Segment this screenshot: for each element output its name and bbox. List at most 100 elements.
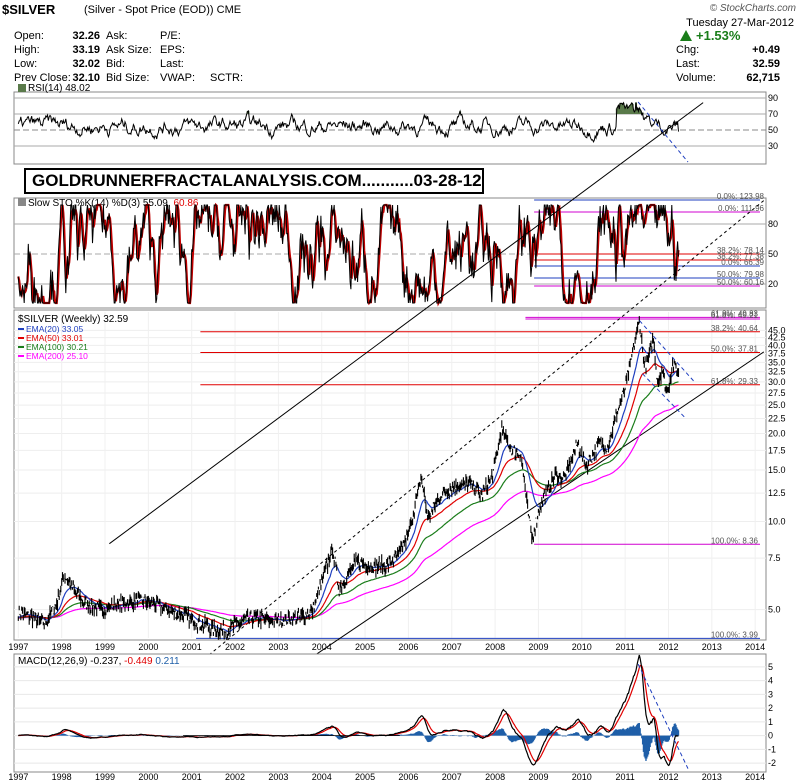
bid-size-label: Bid Size: xyxy=(106,72,150,84)
price-tick-label: 15.0 xyxy=(768,465,786,475)
year-tick-label: 2009 xyxy=(528,642,548,652)
stochastic-fib-levels: 0.0%: 123.98 0.0%: 111.96 38.2%: 78.1438.2… xyxy=(534,192,765,287)
stochastic-tick-label: 20 xyxy=(768,279,778,289)
price-legend: $SILVER (Weekly) 32.59 EMA(20) 33.05EMA(… xyxy=(18,314,129,361)
year-tick-label: 2014 xyxy=(745,642,765,652)
macd-year-tick-label: 2004 xyxy=(312,772,332,782)
price-tick-label: 20.0 xyxy=(768,428,786,438)
macd-year-tick-label: 2009 xyxy=(528,772,548,782)
fib-level-label: 100.0%: 8.36 xyxy=(711,536,759,545)
stochastic-panel: Slow STO %K(14) %D(3) 55.09, 60.86 80 50 2… xyxy=(13,192,778,309)
symbol-title: $SILVER xyxy=(2,2,56,17)
exchange-text: CME xyxy=(216,4,242,16)
macd-year-tick-label: 2014 xyxy=(745,772,765,782)
brand-watermark: © StockCharts.com xyxy=(709,3,796,14)
quote-header: $SILVER (Silver - Spot Price (EOD)) CME … xyxy=(0,0,800,90)
stochastic-title-text: Slow STO %K(14) %D(3) 55.09, xyxy=(28,198,173,209)
channel-upper-line xyxy=(109,102,704,545)
volume-value: 62,715 xyxy=(746,72,780,84)
stochastic-axis: 80 50 20 xyxy=(768,219,778,289)
high-label: High: xyxy=(14,44,40,56)
year-tick-label: 2004 xyxy=(312,642,332,652)
price-tick-label: 45.0 xyxy=(768,325,786,335)
macd-axis: 5 4 3 2 1 0 -1 -2 xyxy=(768,662,776,768)
price-grid xyxy=(14,312,766,638)
rsi-panel: RSI(14) 48.02 90 70 50 30 xyxy=(13,83,778,165)
price-tick-label: 25.0 xyxy=(768,400,786,410)
price-tick-label: 32.5 xyxy=(768,367,786,377)
macd-year-tick-label: 2010 xyxy=(572,772,592,782)
year-tick-label: 2007 xyxy=(442,642,462,652)
macd-downtrend-line xyxy=(637,663,689,769)
price-title: $SILVER (Weekly) 32.59 xyxy=(18,314,129,325)
prev-close-value: 32.10 xyxy=(72,72,100,84)
year-tick-label: 2012 xyxy=(658,642,678,652)
price-tick-label: 17.5 xyxy=(768,445,786,455)
year-tick-label: 2010 xyxy=(572,642,592,652)
legend-entry: EMA(50) 33.01 xyxy=(26,333,83,343)
macd-tick-label: 3 xyxy=(768,689,773,699)
year-axis: 1997 1998 1999 2000 2001 2002 2003 2004 2005 2006… xyxy=(8,642,765,652)
year-tick-label: 2001 xyxy=(182,642,202,652)
open-value: 32.26 xyxy=(72,30,100,42)
rsi-axis: 90 70 50 30 xyxy=(768,93,778,151)
vwap-label: VWAP: xyxy=(160,72,196,84)
rsi-overbought-fills xyxy=(246,102,644,114)
macd-hist-value: 0.211 xyxy=(155,656,180,667)
change-percent: +1.53% xyxy=(696,28,741,43)
macd-title-text: MACD(12,26,9) -0.237, xyxy=(18,656,124,667)
open-label: Open: xyxy=(14,30,44,42)
year-tick-label: 2013 xyxy=(702,642,722,652)
macd-tick-label: 4 xyxy=(768,676,773,686)
volume-label: Volume: xyxy=(676,72,716,84)
low-label: Low: xyxy=(14,58,38,70)
macd-year-tick-label: 2006 xyxy=(398,772,418,782)
rsi-tick-label: 30 xyxy=(768,141,778,151)
price-tick-label: 12.5 xyxy=(768,488,786,498)
rsi-frame xyxy=(13,91,767,165)
price-tick-label: 5.0 xyxy=(768,605,781,615)
watermark-banner: GOLDRUNNERFRACTALANALYSIS.COM...........… xyxy=(24,168,484,194)
stochastic-fib-label: 38.2%: 78.14 xyxy=(717,246,765,255)
rsi-title: RSI(14) 48.02 xyxy=(28,83,91,94)
year-tick-label: 2005 xyxy=(355,642,375,652)
rsi-panel-icon xyxy=(18,84,26,92)
stochastic-fib-label: 0.0%: 66.39 xyxy=(721,258,764,267)
legend-entry: EMA(200) 25.10 xyxy=(26,351,88,361)
last-value: 32.59 xyxy=(752,58,780,70)
price-tick-label: 37.5 xyxy=(768,349,786,359)
price-axis: 45.042.540.037.535.032.530.027.5 25.0 22.5… xyxy=(768,325,786,614)
year-tick-label: 2000 xyxy=(138,642,158,652)
last-label: Last: xyxy=(676,58,700,70)
stochastic-fib-label: 38.2%: 77.38 xyxy=(717,252,765,261)
fib-level-label: 61.8%: 29.33 xyxy=(711,377,759,386)
fib-level-label: 38.2%: 40.64 xyxy=(711,324,759,333)
price-frame xyxy=(13,309,767,641)
price-tick-label: 42.5 xyxy=(768,333,786,343)
year-tick-label: 1998 xyxy=(52,642,72,652)
price-tick-label: 35.0 xyxy=(768,357,786,367)
macd-year-tick-label: 1997 xyxy=(8,772,28,782)
high-value: 33.19 xyxy=(72,44,100,56)
stochastic-fib-label: 0.0%: 111.96 xyxy=(718,204,765,213)
last-label-mid: Last: xyxy=(160,58,184,70)
year-tick-label: 1997 xyxy=(8,642,28,652)
macd-signal-value: -0.449 xyxy=(124,656,153,667)
rsi-tick-label: 70 xyxy=(768,109,778,119)
macd-year-tick-label: 1999 xyxy=(95,772,115,782)
price-tick-label: 27.5 xyxy=(768,388,786,398)
rsi-downtrend-line xyxy=(637,101,689,163)
bid-label: Bid: xyxy=(106,58,125,70)
stochastic-fib-label: 0.0%: 123.98 xyxy=(717,192,765,201)
year-tick-label: 2003 xyxy=(268,642,288,652)
macd-frame xyxy=(13,653,767,773)
price-tick-label: 7.5 xyxy=(768,553,781,563)
macd-year-tick-label: 2008 xyxy=(485,772,505,782)
macd-year-tick-label: 2005 xyxy=(355,772,375,782)
macd-tick-label: 0 xyxy=(768,731,773,741)
macd-year-tick-label: 2007 xyxy=(442,772,462,782)
annotation-trendlines xyxy=(183,101,695,769)
macd-year-tick-label: 2001 xyxy=(182,772,202,782)
